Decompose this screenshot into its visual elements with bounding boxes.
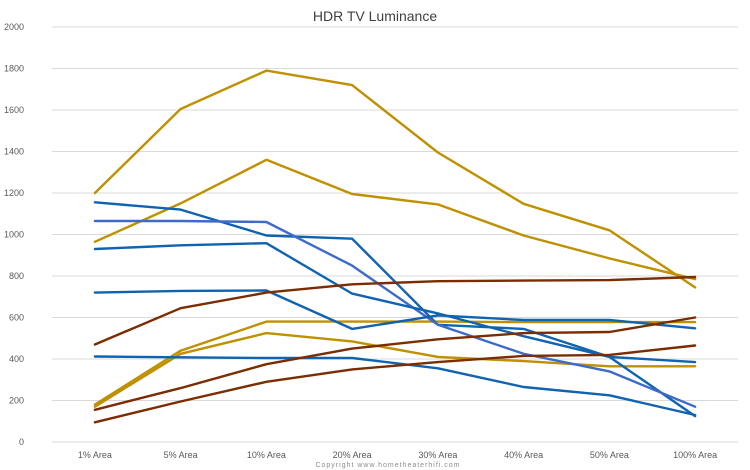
- x-axis-tick-labels: 1% Area 5% Area 10% Area 20% Area 30% Area 40…: [78, 450, 717, 460]
- x-tick-label: 20% Area: [333, 450, 372, 460]
- y-tick-label: 200: [9, 396, 24, 406]
- y-tick-label: 1600: [4, 105, 24, 115]
- x-tick-label: 5% Area: [164, 450, 198, 460]
- y-tick-label: 0: [19, 437, 24, 447]
- series-lines: [93, 69, 697, 424]
- y-axis-tick-labels: 0 200 400 600 800 1000 1200 1400 1600 1800 2000: [4, 22, 24, 447]
- series-line-9: [93, 355, 697, 417]
- y-tick-label: 800: [9, 271, 24, 281]
- y-tick-label: 1200: [4, 188, 24, 198]
- series-line-12: [93, 344, 697, 424]
- series-line-2: [93, 158, 697, 281]
- y-tick-label: 1000: [4, 230, 24, 240]
- x-tick-label: 50% Area: [590, 450, 629, 460]
- series-line-8: [93, 289, 697, 331]
- y-tick-label: 400: [9, 354, 24, 364]
- series-line-1: [93, 69, 697, 289]
- series-line-7: [93, 241, 697, 364]
- y-tick-label: 1400: [4, 147, 24, 157]
- x-tick-label: 100% Area: [673, 450, 717, 460]
- series-line-11: [93, 316, 697, 411]
- series-line-6: [93, 219, 697, 408]
- x-tick-label: 30% Area: [418, 450, 457, 460]
- series-line-4: [93, 331, 697, 408]
- y-tick-label: 2000: [4, 22, 24, 32]
- x-tick-label: 1% Area: [78, 450, 112, 460]
- gridlines: [52, 26, 738, 443]
- chart-title: HDR TV Luminance: [313, 8, 437, 24]
- x-tick-label: 10% Area: [247, 450, 286, 460]
- series-line-10: [93, 275, 697, 346]
- x-tick-label: 40% Area: [504, 450, 543, 460]
- copyright-notice: Copyright www.hometheaterhifi.com: [315, 462, 460, 469]
- y-tick-label: 600: [9, 313, 24, 323]
- y-tick-label: 1800: [4, 64, 24, 74]
